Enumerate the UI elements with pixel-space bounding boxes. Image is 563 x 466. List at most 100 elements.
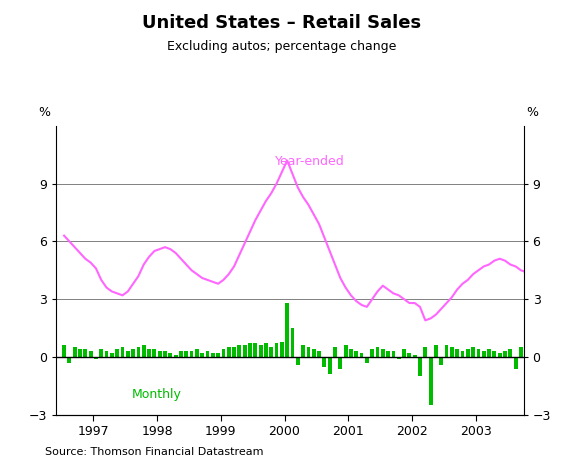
Bar xyxy=(513,357,517,369)
Bar xyxy=(115,349,119,357)
Text: Monthly: Monthly xyxy=(132,388,181,401)
Bar xyxy=(275,343,279,357)
Bar xyxy=(153,349,157,357)
Bar xyxy=(365,357,369,363)
Bar xyxy=(291,328,294,357)
Text: Excluding autos; percentage change: Excluding autos; percentage change xyxy=(167,40,396,53)
Bar xyxy=(556,347,560,357)
Bar xyxy=(466,349,470,357)
Bar xyxy=(238,345,242,357)
Bar xyxy=(535,353,539,357)
Bar xyxy=(455,349,459,357)
Bar xyxy=(391,351,395,357)
Bar xyxy=(493,351,496,357)
Bar xyxy=(142,345,146,357)
Bar xyxy=(551,345,555,357)
Bar xyxy=(99,349,103,357)
Bar xyxy=(285,303,289,357)
Bar xyxy=(376,347,379,357)
Bar xyxy=(524,349,528,357)
Text: %: % xyxy=(526,106,538,119)
Bar xyxy=(163,351,167,357)
Bar xyxy=(354,351,358,357)
Bar xyxy=(386,351,390,357)
Bar xyxy=(179,351,183,357)
Bar xyxy=(200,353,204,357)
Bar xyxy=(110,353,114,357)
Bar xyxy=(508,349,512,357)
Bar xyxy=(381,349,385,357)
Bar xyxy=(68,357,72,363)
Bar xyxy=(471,347,475,357)
Bar xyxy=(503,351,507,357)
Bar xyxy=(147,349,151,357)
Bar xyxy=(168,353,172,357)
Text: Source: Thomson Financial Datastream: Source: Thomson Financial Datastream xyxy=(45,447,263,457)
Bar xyxy=(221,349,225,357)
Bar xyxy=(89,351,92,357)
Bar xyxy=(105,351,109,357)
Bar xyxy=(312,349,316,357)
Bar xyxy=(439,357,443,365)
Bar xyxy=(269,347,273,357)
Bar xyxy=(120,347,124,357)
Bar xyxy=(253,343,257,357)
Bar xyxy=(264,343,268,357)
Bar xyxy=(546,357,549,376)
Bar xyxy=(216,353,220,357)
Bar xyxy=(296,357,300,365)
Bar xyxy=(434,345,438,357)
Bar xyxy=(413,355,417,357)
Bar xyxy=(498,353,502,357)
Bar xyxy=(561,349,563,357)
Bar xyxy=(232,347,236,357)
Bar xyxy=(301,345,305,357)
Bar xyxy=(343,345,347,357)
Text: %: % xyxy=(39,106,51,119)
Bar xyxy=(402,349,406,357)
Bar xyxy=(227,347,231,357)
Bar xyxy=(487,349,491,357)
Bar xyxy=(333,347,337,357)
Bar xyxy=(131,349,135,357)
Bar xyxy=(461,351,464,357)
Bar xyxy=(306,347,310,357)
Bar xyxy=(540,349,544,357)
Bar xyxy=(174,355,177,357)
Bar xyxy=(78,349,82,357)
Bar xyxy=(248,343,252,357)
Bar xyxy=(259,345,262,357)
Bar xyxy=(184,351,188,357)
Bar xyxy=(397,357,401,359)
Bar xyxy=(349,349,353,357)
Bar xyxy=(360,353,364,357)
Bar xyxy=(428,357,432,405)
Bar xyxy=(190,351,194,357)
Bar xyxy=(158,351,162,357)
Bar xyxy=(519,347,523,357)
Bar xyxy=(83,349,87,357)
Bar xyxy=(136,347,140,357)
Bar xyxy=(408,353,412,357)
Bar xyxy=(482,351,486,357)
Bar xyxy=(126,351,129,357)
Bar xyxy=(450,347,454,357)
Bar xyxy=(195,349,199,357)
Bar xyxy=(280,342,284,357)
Bar xyxy=(62,345,66,357)
Bar xyxy=(370,349,374,357)
Bar xyxy=(423,347,427,357)
Bar xyxy=(317,351,321,357)
Bar xyxy=(328,357,332,374)
Bar xyxy=(323,357,327,367)
Bar xyxy=(445,345,449,357)
Bar xyxy=(243,345,247,357)
Bar xyxy=(94,357,98,359)
Bar xyxy=(205,351,209,357)
Bar xyxy=(476,349,480,357)
Text: United States – Retail Sales: United States – Retail Sales xyxy=(142,14,421,32)
Bar xyxy=(418,357,422,376)
Bar xyxy=(211,353,215,357)
Bar xyxy=(73,347,77,357)
Bar xyxy=(530,357,534,363)
